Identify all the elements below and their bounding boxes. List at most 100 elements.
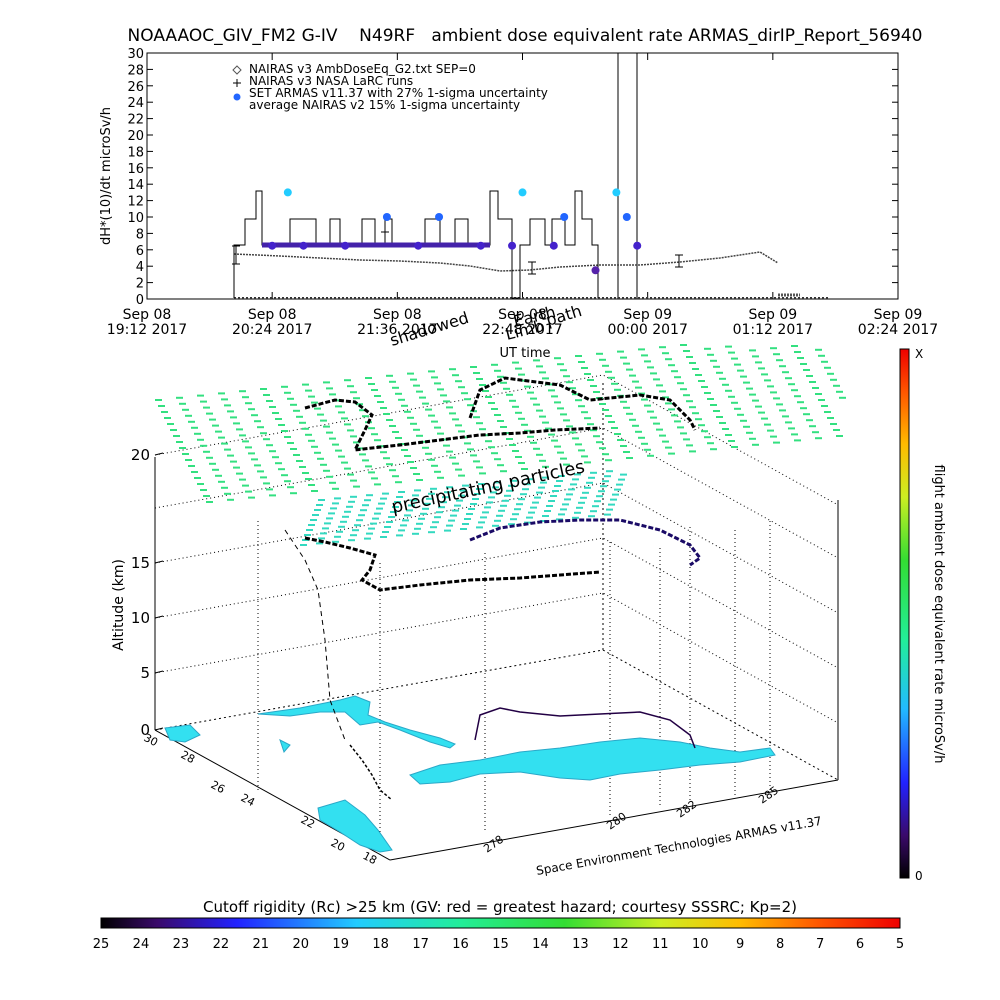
longitude-tick-label: 280: [604, 810, 629, 833]
legend-item-nairas-v3: NAIRAS v3 AmbDoseEq_G2.txt SEP=0: [249, 62, 476, 76]
latitude-axis: 30 28 26 24 22 20 18: [142, 731, 379, 867]
yucatan-landmass: [317, 799, 393, 853]
legend-plus-icon: [233, 79, 241, 87]
rigidity-tick-label: 18: [372, 937, 389, 952]
armas-point: [591, 266, 600, 275]
rigidity-tick-label: 23: [173, 937, 190, 952]
x-tick-label-date: Sep 08: [248, 307, 297, 323]
rigidity-tick-label: 12: [612, 937, 629, 952]
legend: NAIRAS v3 AmbDoseEq_G2.txt SEP=0 NAIRAS …: [232, 62, 548, 112]
rigidity-tick-label: 20: [292, 937, 309, 952]
rigidity-tick-label: 11: [652, 937, 669, 952]
rigidity-tick-label: 15: [492, 937, 509, 952]
latitude-tick-label: 22: [299, 813, 317, 831]
rigidity-tick-label: 13: [572, 937, 589, 952]
error-bars: [232, 231, 683, 275]
y-tick-label: 0: [136, 293, 144, 308]
y-tick-label: 4: [136, 260, 144, 275]
rigidity-colorbar: Cutoff rigidity (Rc) >25 km (GV: red = g…: [93, 898, 904, 952]
latitude-tick-label: 28: [179, 748, 197, 766]
flight-path-lower: [304, 518, 703, 592]
x-tick-label-date: Sep 09: [749, 307, 798, 323]
landmass-map: [164, 695, 776, 853]
x-tick-label-time: 01:12 2017: [733, 322, 813, 338]
x-tick-label-date: Sep 08: [373, 307, 422, 323]
latitude-tick-label: 18: [361, 849, 379, 867]
armas-points: [268, 188, 642, 275]
altitude-tick: [154, 452, 164, 456]
armas-point: [560, 213, 569, 221]
dose-colorbar-gradient: [899, 348, 910, 879]
y-tick-label: 10: [127, 211, 144, 226]
x-tick-label-time: 00:00 2017: [607, 322, 687, 338]
armas-point: [414, 241, 423, 250]
rigidity-colorbar-gradient: [100, 917, 901, 929]
armas-point: [612, 188, 621, 197]
x-tick-label-time: 20:24 2017: [232, 322, 312, 338]
armas-point: [549, 241, 558, 250]
keys-landmass: [279, 739, 291, 753]
y-axis-label: dH*(10)/dt microSv/h: [99, 107, 114, 245]
x-tick-label-date: Sep 09: [623, 307, 672, 323]
longitude-axis: 278 280 282 285: [481, 784, 781, 856]
x-axis-label: UT time: [500, 346, 551, 361]
gulf-island: [164, 724, 201, 743]
dose-colorbar: X 0 flight ambient dose equivalent rate …: [899, 347, 946, 883]
precipitating-particles-label: precipitating particles: [390, 456, 587, 517]
altitude-tick: [154, 670, 164, 674]
altitude-tick: [154, 727, 164, 731]
y-tick-label: 8: [136, 227, 144, 242]
armas-point: [299, 241, 308, 250]
altitude-axis: 0 5 10 15 20: [131, 446, 164, 739]
latitude-tick-label: 26: [209, 778, 227, 796]
x-tick-label-date: Sep 08: [123, 307, 172, 323]
trajectory-3d-panel: 0 5 10 15 20 Altitude (km) 30 28 26 24 22 20 18 27…: [111, 344, 846, 878]
nairas-model-curve: [233, 251, 779, 272]
armas-point: [518, 188, 527, 197]
latitude-tick-label: 20: [329, 836, 347, 854]
rigidity-tick-label: 16: [452, 937, 469, 952]
rigidity-tick-label: 6: [856, 937, 864, 952]
altitude-tick: [154, 560, 164, 564]
armas-point: [268, 241, 277, 250]
rigidity-tick-label: 10: [692, 937, 709, 952]
dose-colorbar-bottom-label: 0: [915, 869, 923, 883]
rigidity-tick-label: 17: [412, 937, 429, 952]
rigidity-tick-label: 9: [736, 937, 744, 952]
y-tick-label: 2: [136, 277, 144, 292]
rigidity-tick-label: 7: [816, 937, 824, 952]
drop-line: [284, 529, 346, 741]
rigidity-tick-label: 21: [253, 937, 270, 952]
y-tick-label: 16: [127, 162, 144, 177]
x-tick-label-time: 22:48 2017: [482, 322, 562, 338]
x-tick-label-date: Sep 08: [498, 307, 547, 323]
x-tick-label-time: 21:36 2017: [357, 322, 437, 338]
rigidity-tick-label: 25: [93, 937, 110, 952]
armas-point: [508, 241, 517, 250]
credit-text: Space Environment Technologies ARMAS v11…: [535, 814, 823, 878]
altitude-tick-label: 10: [131, 609, 150, 627]
legend-dot-icon: [233, 93, 241, 101]
particle-field: [155, 344, 846, 546]
x-tick-label-time: 02:24 2017: [858, 322, 938, 338]
armas-point: [633, 241, 642, 250]
ground-track: [349, 707, 696, 801]
legend-item-nairas-larc: NAIRAS v3 NASA LaRC runs: [249, 74, 413, 88]
y-tick-label: 6: [136, 244, 144, 259]
longitude-tick-label: 285: [756, 784, 781, 807]
y-tick-label: 14: [127, 178, 144, 193]
rigidity-tick-label: 14: [532, 937, 549, 952]
altitude-tick-label: 0: [140, 721, 150, 739]
rigidity-tick-label: 5: [896, 937, 904, 952]
x-tick-label-time: 19:12 2017: [107, 322, 187, 338]
rigidity-tick-label: 24: [133, 937, 150, 952]
altitude-tick-label: 20: [131, 446, 150, 464]
y-tick-label: 12: [127, 195, 144, 210]
legend-item-armas: SET ARMAS v11.37 with 27% 1-sigma uncert…: [249, 86, 548, 100]
y-tick-label: 22: [127, 113, 144, 128]
latitude-tick-label: 30: [142, 731, 160, 749]
